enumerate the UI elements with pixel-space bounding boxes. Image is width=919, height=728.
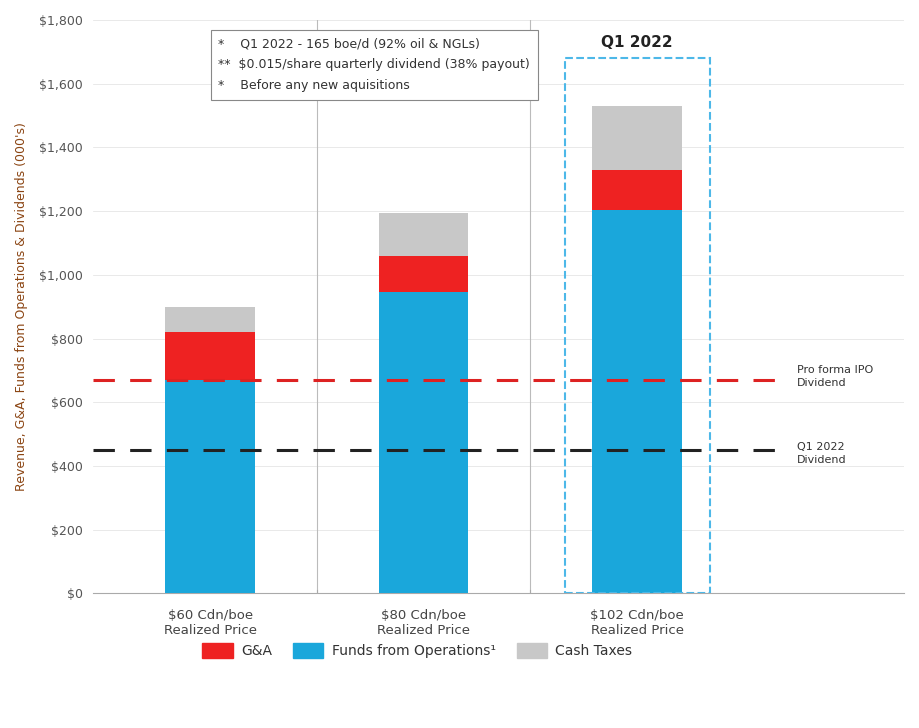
Bar: [592, 210, 682, 593]
Bar: [165, 306, 255, 332]
Bar: [564, 58, 709, 593]
Bar: [379, 256, 469, 293]
Legend: G&A, Funds from Operations¹, Cash Taxes: G&A, Funds from Operations¹, Cash Taxes: [197, 638, 638, 664]
Bar: [165, 380, 255, 593]
Text: Q1 2022: Q1 2022: [601, 35, 673, 50]
Bar: [165, 332, 255, 380]
Text: Q1 2022
Dividend: Q1 2022 Dividend: [798, 442, 847, 464]
Y-axis label: Revenue, G&A, Funds from Operations & Dividends (000's): Revenue, G&A, Funds from Operations & Di…: [15, 122, 28, 491]
Text: Pro forma IPO
Dividend: Pro forma IPO Dividend: [798, 365, 873, 388]
Bar: [379, 293, 469, 593]
Bar: [592, 106, 682, 170]
Bar: [592, 170, 682, 210]
Bar: [379, 213, 469, 256]
Text: *    Q1 2022 - 165 boe/d (92% oil & NGLs)
**  $0.015/share quarterly dividend (3: * Q1 2022 - 165 boe/d (92% oil & NGLs) *…: [219, 37, 530, 92]
